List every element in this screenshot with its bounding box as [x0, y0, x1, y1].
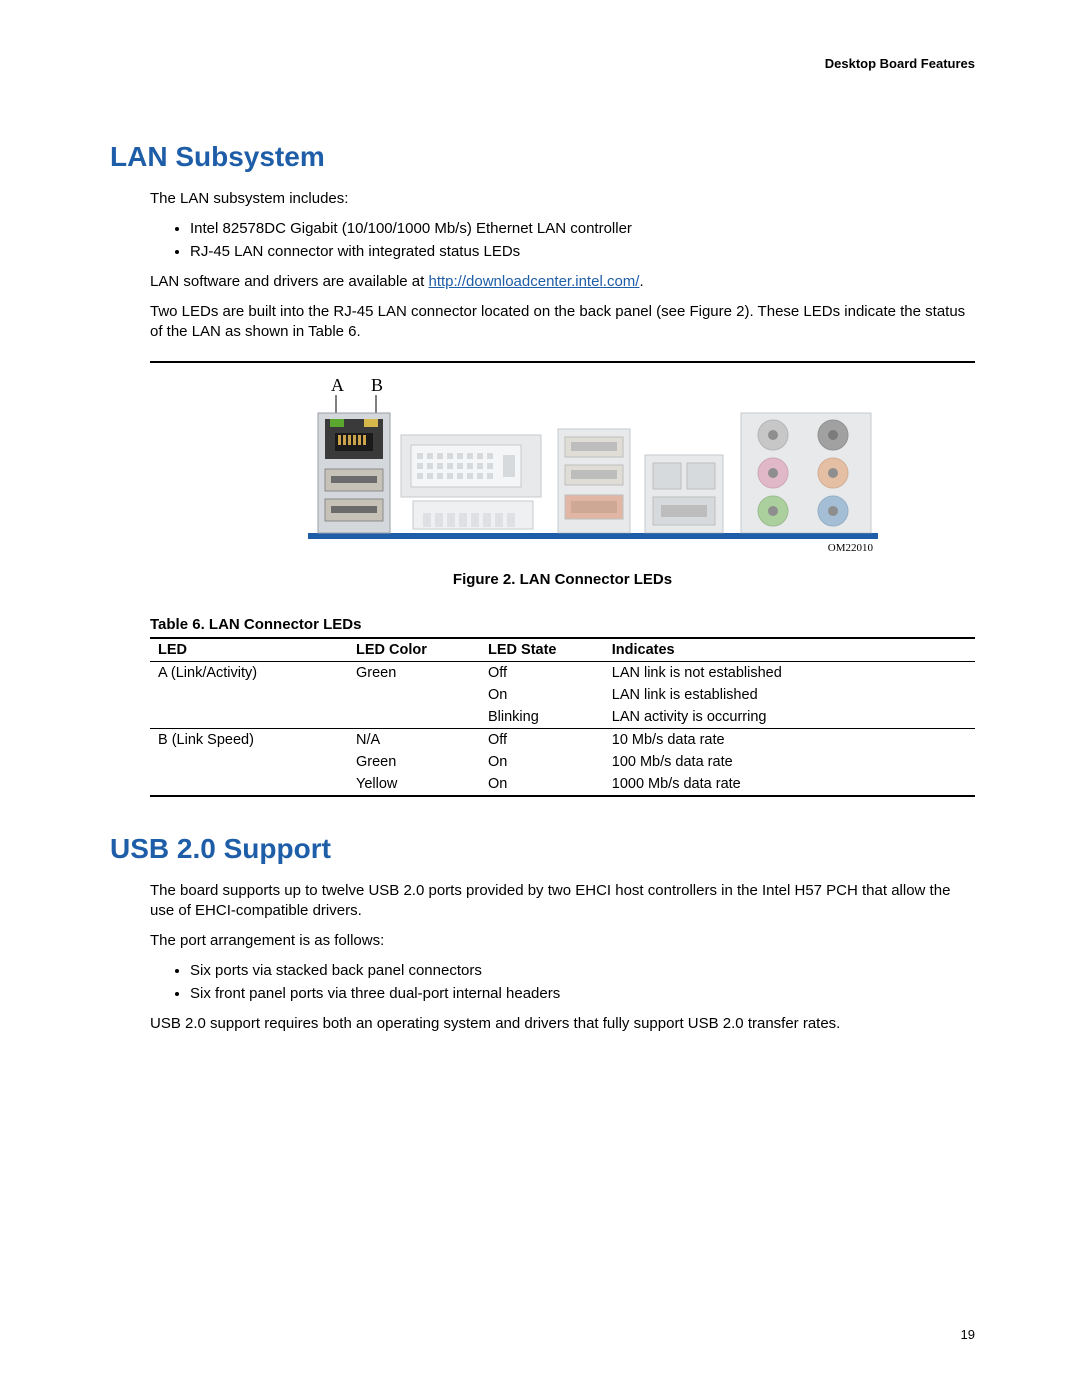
text: .	[639, 273, 643, 290]
usb-p3: USB 2.0 support requires both an operati…	[150, 1014, 975, 1034]
baseline-bar	[308, 533, 878, 539]
esata-block	[645, 455, 723, 533]
lan-drivers: LAN software and drivers are available a…	[150, 272, 975, 292]
cell: 1000 Mb/s data rate	[604, 773, 975, 796]
col-color: LED Color	[348, 638, 480, 662]
cell: 10 Mb/s data rate	[604, 728, 975, 751]
lan-heading: LAN Subsystem	[110, 141, 975, 173]
figure-2: A B	[150, 361, 975, 553]
label-a: A	[331, 375, 344, 395]
cell: LAN activity is occurring	[604, 706, 975, 729]
om-label: OM22010	[827, 542, 873, 553]
figure-caption: Figure 2. LAN Connector LEDs	[150, 571, 975, 588]
col-led: LED	[150, 638, 348, 662]
led-a	[330, 419, 344, 427]
list-item: Six front panel ports via three dual-por…	[190, 984, 975, 1004]
usb-p2: The port arrangement is as follows:	[150, 931, 975, 951]
back-panel-diagram: A B	[213, 373, 913, 553]
usb-p1: The board supports up to twelve USB 2.0 …	[150, 881, 975, 922]
page-number: 19	[961, 1327, 975, 1342]
cell: On	[480, 773, 604, 796]
rj45-usb-block	[318, 413, 390, 533]
usb-bullets: Six ports via stacked back panel connect…	[172, 961, 975, 1004]
label-b: B	[371, 375, 383, 395]
hdmi-usb-block	[558, 429, 630, 533]
cell: LAN link is established	[604, 684, 975, 706]
dvi-block	[401, 435, 541, 529]
lan-led-table: LED LED Color LED State Indicates A (Lin…	[150, 637, 975, 797]
cell: Blinking	[480, 706, 604, 729]
lan-intro: The LAN subsystem includes:	[150, 189, 975, 209]
download-link[interactable]: http://downloadcenter.intel.com/	[428, 273, 639, 290]
page-header: Desktop Board Features	[825, 56, 975, 71]
cell: Green	[348, 661, 480, 728]
lan-leds-para: Two LEDs are built into the RJ-45 LAN co…	[150, 302, 975, 343]
cell: On	[480, 751, 604, 773]
usb-heading: USB 2.0 Support	[110, 833, 975, 865]
lan-bullets: Intel 82578DC Gigabit (10/100/1000 Mb/s)…	[172, 219, 975, 262]
col-indicates: Indicates	[604, 638, 975, 662]
cell: B (Link Speed)	[150, 728, 348, 796]
cell: A (Link/Activity)	[150, 661, 348, 728]
cell: Green	[348, 751, 480, 773]
cell: On	[480, 684, 604, 706]
cell: Off	[480, 728, 604, 751]
table-caption: Table 6. LAN Connector LEDs	[150, 616, 975, 633]
text: LAN software and drivers are available a…	[150, 273, 428, 290]
list-item: Intel 82578DC Gigabit (10/100/1000 Mb/s)…	[190, 219, 975, 239]
list-item: RJ-45 LAN connector with integrated stat…	[190, 242, 975, 262]
col-state: LED State	[480, 638, 604, 662]
cell: Off	[480, 661, 604, 684]
led-b	[364, 419, 378, 427]
cell: Yellow	[348, 773, 480, 796]
audio-block	[741, 413, 871, 533]
list-item: Six ports via stacked back panel connect…	[190, 961, 975, 981]
cell: LAN link is not established	[604, 661, 975, 684]
cell: N/A	[348, 728, 480, 751]
cell: 100 Mb/s data rate	[604, 751, 975, 773]
